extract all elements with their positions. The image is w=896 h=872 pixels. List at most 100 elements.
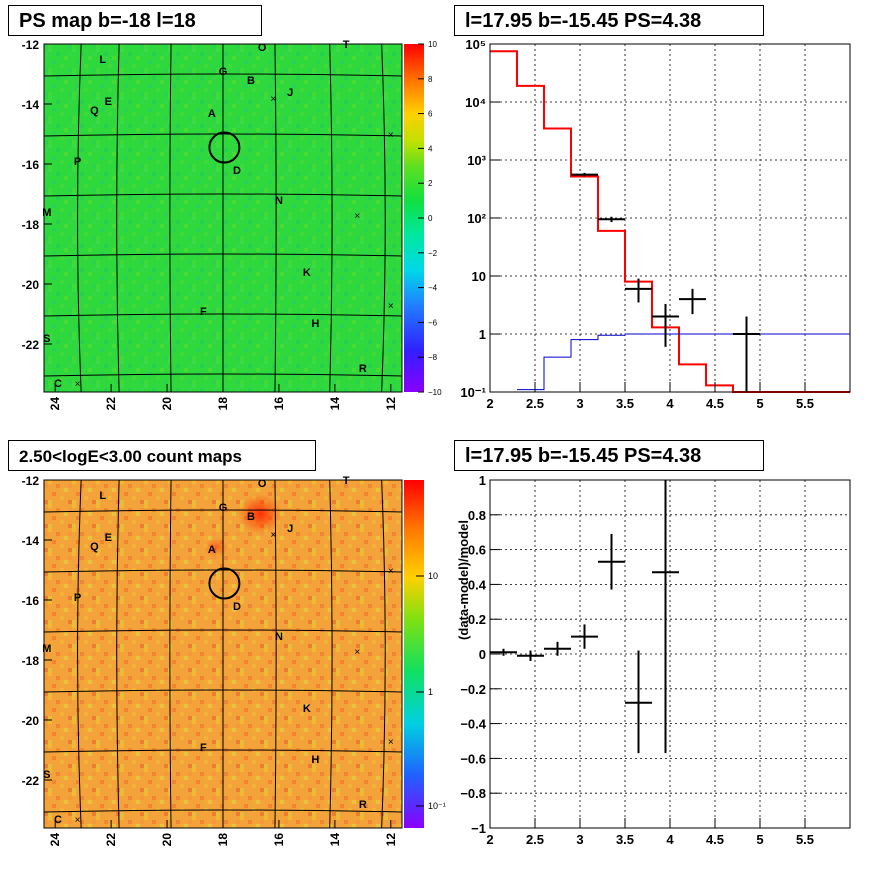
count-map-parallel	[43, 689, 403, 693]
count-map-y-tick-label: -22	[22, 774, 40, 788]
count-map-target-circle	[208, 567, 241, 600]
count-map-x-tick-label: 20	[160, 833, 174, 847]
count-map-source-label: F	[200, 742, 207, 754]
ps-map-x-tick-label: 22	[104, 397, 118, 411]
ps-map-source-label: H	[311, 318, 319, 330]
count-map-parallel	[43, 629, 403, 633]
spectrum-y-tick-label: 10³	[467, 153, 486, 168]
count-map-source-label: A	[208, 544, 216, 556]
residual-y-tick-label: −0.8	[460, 786, 486, 801]
count-map-source-label: O	[258, 478, 267, 490]
count-map-x-tick-label: 14	[328, 833, 342, 847]
count-map-source-label: L	[99, 490, 106, 502]
count-colorbar-ticks: 10 1 10⁻¹	[416, 571, 446, 811]
ps-map-y-tick-label: -16	[22, 158, 40, 172]
ps-colorbar-tick-label: −10	[428, 388, 442, 397]
residual-y-tick-label: 0.6	[468, 543, 486, 558]
count-map-source-label: J	[287, 523, 293, 535]
spectrum-x-tick-label: 2	[486, 396, 493, 411]
count-map-x-tick-label: 16	[272, 833, 286, 847]
ps-map-meridian	[329, 43, 333, 393]
residual-data-point	[598, 533, 625, 590]
spectrum-x-tick-label: 4.5	[706, 396, 724, 411]
spectrum-title: l=17.95 b=-15.45 PS=4.38	[454, 5, 764, 36]
ps-map-source-label: T	[343, 39, 350, 51]
residual-x-tick-label: 4	[666, 832, 674, 847]
spectrum-data-point	[733, 316, 760, 392]
count-map-title: 2.50<logE<3.00 count maps	[8, 440, 316, 471]
count-map-meridian	[169, 479, 172, 829]
residual-y-tick-label: 0.8	[468, 508, 486, 523]
ps-map-source-marker: ×	[75, 379, 81, 390]
count-map-meridian	[77, 479, 82, 829]
count-map-source-label: S	[43, 769, 50, 781]
residual-y-tick-label: 1	[479, 473, 486, 488]
count-map-source-label: T	[343, 475, 350, 487]
ps-map-meridian	[169, 43, 172, 393]
ps-map-meridian	[77, 43, 82, 393]
ps-map-parallel	[43, 373, 403, 377]
count-map-source-label: E	[105, 532, 112, 544]
ps-map-source-label: J	[287, 87, 293, 99]
ps-map-source-label: R	[359, 363, 367, 375]
spectrum-x-tick-label: 3	[576, 396, 583, 411]
ps-colorbar-ticks: 10 8 6 4 2 0 −2 −4 −6 −8 −10	[418, 40, 442, 397]
count-map-source-marker: ×	[270, 530, 276, 541]
ps-map-source-label: B	[247, 75, 255, 87]
count-map-parallel	[43, 509, 403, 513]
ps-map-source-label: G	[219, 66, 228, 78]
residual-data-point	[490, 648, 517, 656]
spectrum-x-tick-label: 3.5	[616, 396, 634, 411]
source-a-excess	[204, 538, 228, 558]
ps-map-panel: L O T G B J EQ A P D N M K F H S R C × × × × × -12 -14 -16 -18 -20…	[22, 38, 442, 410]
count-map-meridian	[274, 479, 277, 829]
spectrum-data-point	[571, 172, 598, 177]
ps-colorbar-tick-label: −6	[428, 318, 438, 327]
count-colorbar-tick-label: 10	[428, 571, 438, 581]
residual-y-tick-label: 0.2	[468, 612, 486, 627]
spectrum-y-tick-label: 10²	[467, 211, 486, 226]
spectrum-y-tick-label: 10⁻¹	[460, 385, 486, 400]
ps-map-parallel	[43, 313, 403, 317]
count-map-source-label: G	[219, 502, 228, 514]
residual-data-point	[517, 650, 544, 661]
residual-series	[490, 480, 679, 754]
ps-map-source-label: P	[74, 156, 81, 168]
ps-map-target-circle	[208, 131, 241, 164]
spectrum-x-tick-label: 2.5	[526, 396, 544, 411]
count-map-y-tick-label: -14	[22, 534, 40, 548]
ps-colorbar-tick-label: −8	[428, 353, 438, 362]
ps-colorbar-tick-label: −2	[428, 249, 438, 258]
count-map-source-label: P	[74, 592, 81, 604]
ps-map-coordinate-grid	[43, 43, 403, 393]
count-map-source-label: Q	[90, 541, 99, 553]
ps-colorbar	[404, 44, 424, 392]
count-map-y-tick-label: -20	[22, 714, 40, 728]
count-map-y-tick-label: -12	[22, 474, 40, 488]
ps-map-source-label: C	[54, 378, 62, 390]
count-map-x-tick-label: 24	[48, 833, 62, 847]
ps-colorbar-tick-label: 8	[428, 75, 433, 84]
ps-map-x-tick-label: 24	[48, 397, 62, 411]
count-map-parallel	[43, 569, 403, 573]
spectrum-model-step-line	[517, 333, 850, 391]
count-map-source-marker: ×	[75, 815, 81, 826]
spectrum-y-tick-label: 10	[472, 269, 486, 284]
count-map-source-label: R	[359, 799, 367, 811]
ps-map-source-label: O	[258, 42, 267, 54]
ps-map-meridian	[381, 43, 386, 393]
residual-x-tick-label: 4.5	[706, 832, 724, 847]
residual-panel: 2 2.5 3 3.5 4 4.5 5 5.5 1 0.8 0.6 0.4 0.2 0 −0.2 −0.4 −0…	[456, 473, 851, 847]
count-map-source-label: B	[247, 511, 255, 523]
ps-map-title: PS map b=-18 l=18	[8, 5, 262, 36]
ps-colorbar-tick-label: 2	[428, 179, 433, 188]
spectrum-data-point	[652, 303, 679, 347]
ps-map-source-label: Q	[90, 105, 99, 117]
ps-map-source-label: M	[42, 207, 51, 219]
residual-x-tick-label: 3	[576, 832, 583, 847]
residual-x-tick-label: 5	[756, 832, 763, 847]
count-colorbar	[404, 480, 424, 828]
ps-map-y-tick-label: -18	[22, 218, 40, 232]
spectrum-y-tick-label: 10⁴	[465, 95, 486, 110]
